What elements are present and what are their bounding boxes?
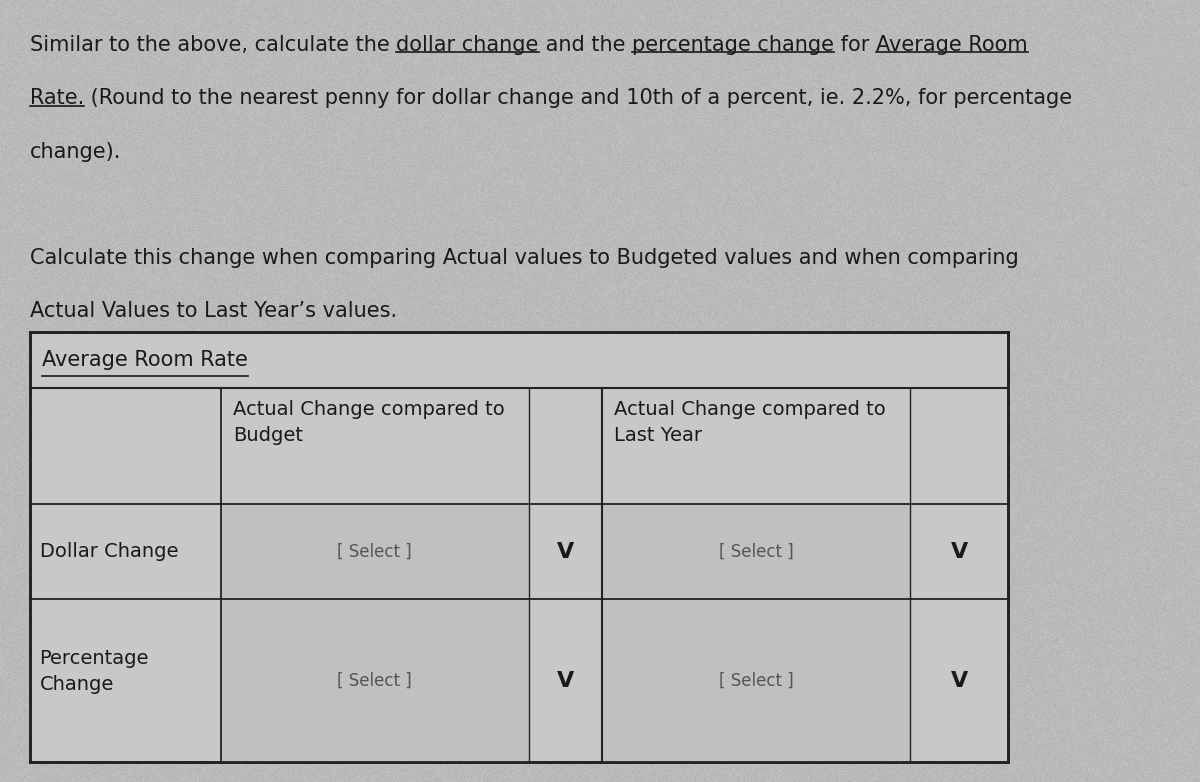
Text: [ Select ]: [ Select ] — [337, 672, 412, 690]
Text: Dollar Change: Dollar Change — [40, 542, 178, 561]
Text: Rate.: Rate. — [30, 88, 84, 109]
Text: for: for — [834, 35, 876, 56]
Text: [ Select ]: [ Select ] — [719, 543, 793, 561]
Text: V: V — [557, 671, 574, 691]
Text: [ Select ]: [ Select ] — [337, 543, 412, 561]
Text: Average Room: Average Room — [876, 35, 1027, 56]
Text: change).: change). — [30, 142, 121, 162]
Text: Actual Values to Last Year’s values.: Actual Values to Last Year’s values. — [30, 301, 397, 321]
Text: and the: and the — [539, 35, 632, 56]
Text: V: V — [950, 671, 967, 691]
Text: Actual Change compared to
Last Year: Actual Change compared to Last Year — [614, 400, 886, 446]
Text: V: V — [950, 542, 967, 561]
Text: percentage change: percentage change — [632, 35, 834, 56]
Text: Percentage
Change: Percentage Change — [40, 648, 149, 694]
Text: V: V — [557, 542, 574, 561]
Text: dollar change: dollar change — [396, 35, 539, 56]
Text: Actual Change compared to
Budget: Actual Change compared to Budget — [233, 400, 504, 446]
Text: Similar to the above, calculate the: Similar to the above, calculate the — [30, 35, 396, 56]
Text: [ Select ]: [ Select ] — [719, 672, 793, 690]
Text: (Round to the nearest penny for dollar change and 10th of a percent, ie. 2.2%, f: (Round to the nearest penny for dollar c… — [84, 88, 1073, 109]
Text: Average Room Rate: Average Room Rate — [42, 350, 248, 371]
Text: Calculate this change when comparing Actual values to Budgeted values and when c: Calculate this change when comparing Act… — [30, 248, 1019, 268]
